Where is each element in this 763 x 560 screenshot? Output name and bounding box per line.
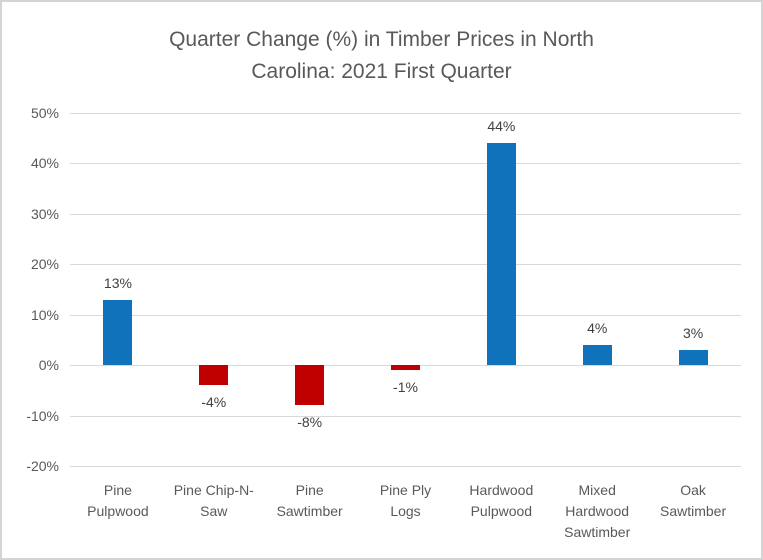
x-category-label-line: Pine Chip-N- — [173, 482, 254, 498]
gridline--10% — [70, 415, 741, 417]
gridline-10% — [70, 314, 741, 316]
bar-mixed-hardwood-sawtimber — [582, 344, 612, 366]
x-category-label-line: Pulpwood — [470, 503, 533, 519]
x-category-label-pine-pulpwood: Pine Pulpwood — [70, 480, 166, 522]
bar-pine-sawtimber — [295, 365, 325, 406]
data-label-oak-sawtimber: 3% — [682, 325, 704, 341]
chart-title: Quarter Change (%) in Timber Prices in N… — [2, 24, 761, 88]
y-tick-label-40%: 40% — [30, 155, 59, 172]
y-tick-label-10%: 10% — [30, 306, 59, 323]
x-category-label-line: Oak — [680, 482, 706, 498]
x-category-label-pine-chip-n-saw: Pine Chip-N- Saw — [166, 480, 262, 522]
x-category-label-line: Pine Ply — [379, 482, 432, 498]
x-category-label-line: Pine — [295, 482, 324, 498]
chart-title-line-2: Carolina: 2021 First Quarter — [251, 60, 512, 83]
x-category-label-line: Saw — [200, 503, 228, 519]
data-label-pine-ply-logs: -1% — [393, 379, 418, 396]
x-category-label-line: Pine — [103, 482, 132, 498]
y-tick-label--10%: -10% — [26, 407, 59, 424]
x-category-label-mixed-hardwood-sawtimber: Mixed Hardwood Sawtimber — [549, 480, 645, 543]
data-label-pine-chip-n-saw: -4% — [201, 394, 227, 411]
gridline-50% — [70, 113, 741, 114]
bar-pine-chip-n-saw — [199, 365, 229, 386]
gridline-30% — [70, 213, 741, 215]
x-category-label-line: Sawtimber — [659, 503, 727, 519]
x-category-label-line: Sawtimber — [564, 524, 631, 540]
gridline-20% — [70, 264, 741, 266]
bar-pine-ply-logs — [391, 365, 420, 371]
x-category-label-oak-sawtimber: Oak Sawtimber — [645, 480, 741, 522]
x-category-label-pine-sawtimber: Pine Sawtimber — [262, 480, 358, 522]
data-label-pine-pulpwood: 13% — [103, 274, 132, 291]
y-tick-label-50%: 50% — [30, 105, 59, 121]
data-label-hardwood-pulpwood: 44% — [487, 118, 516, 135]
data-label-pine-sawtimber: -8% — [297, 414, 323, 431]
bar-hardwood-pulpwood — [486, 143, 516, 366]
y-tick-label-30%: 30% — [30, 205, 59, 222]
x-category-label-line: Mixed — [578, 482, 616, 498]
x-category-label-line: Logs — [390, 503, 421, 519]
data-label-mixed-hardwood-sawtimber: 4% — [587, 319, 608, 336]
chart-title-line-1: Quarter Change (%) in Timber Prices in N… — [169, 28, 594, 51]
x-category-label-line: Pulpwood — [87, 503, 149, 519]
x-category-label-line: Hardwood — [469, 482, 534, 498]
x-category-label-line: Sawtimber — [276, 503, 343, 519]
x-category-label-pine-ply-logs: Pine Ply Logs — [358, 480, 454, 522]
y-tick-label-20%: 20% — [30, 256, 59, 273]
x-category-label-line: Hardwood — [565, 503, 630, 519]
bar-oak-sawtimber — [678, 350, 708, 366]
gridline-40% — [70, 163, 741, 165]
y-tick-label--20%: -20% — [26, 458, 59, 474]
x-category-label-hardwood-pulpwood: Hardwood Pulpwood — [453, 480, 549, 522]
y-tick-label-0%: 0% — [38, 357, 59, 374]
bar-pine-pulpwood — [103, 299, 133, 366]
gridline--20% — [70, 466, 741, 467]
